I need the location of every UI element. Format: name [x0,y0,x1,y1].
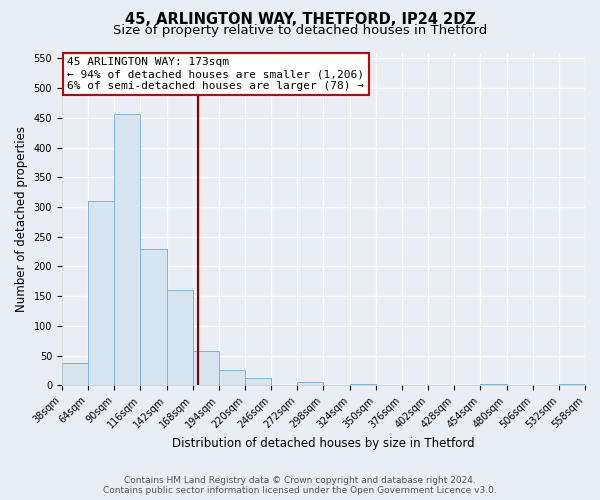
X-axis label: Distribution of detached houses by size in Thetford: Distribution of detached houses by size … [172,437,475,450]
Y-axis label: Number of detached properties: Number of detached properties [15,126,28,312]
Bar [62,362,88,386]
Bar [559,384,585,386]
Bar [88,201,114,386]
Bar [140,248,167,386]
Bar [481,384,506,386]
Bar [219,370,245,386]
Bar [167,290,193,386]
Bar [350,384,376,386]
Bar [193,352,219,386]
Text: Contains HM Land Registry data © Crown copyright and database right 2024.
Contai: Contains HM Land Registry data © Crown c… [103,476,497,495]
Bar [245,378,271,386]
Bar [114,114,140,386]
Text: Size of property relative to detached houses in Thetford: Size of property relative to detached ho… [113,24,487,37]
Bar [297,382,323,386]
Text: 45, ARLINGTON WAY, THETFORD, IP24 2DZ: 45, ARLINGTON WAY, THETFORD, IP24 2DZ [125,12,475,28]
Text: 45 ARLINGTON WAY: 173sqm
← 94% of detached houses are smaller (1,206)
6% of semi: 45 ARLINGTON WAY: 173sqm ← 94% of detach… [67,58,364,90]
